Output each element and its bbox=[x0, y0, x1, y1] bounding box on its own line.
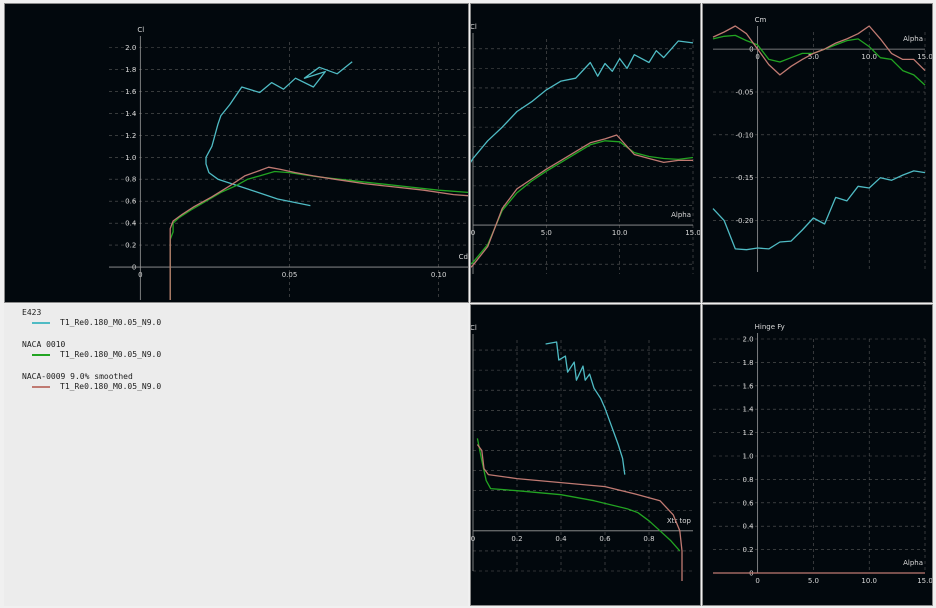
x-tick-label: 10.0 bbox=[861, 53, 877, 61]
y-tick-label: -0.15 bbox=[736, 174, 754, 182]
series-line-0 bbox=[471, 40, 694, 163]
series-line-0 bbox=[712, 170, 926, 251]
y-tick-label: 0 bbox=[132, 264, 136, 272]
y-tick-label: 1.0 bbox=[125, 154, 136, 162]
y-tick-label: 0.4 bbox=[742, 523, 754, 531]
x-tick-label: 0.6 bbox=[599, 535, 611, 543]
y-tick-label: 1.6 bbox=[742, 382, 754, 390]
y-tick-label: 2.0 bbox=[125, 44, 136, 52]
series-line-2 bbox=[169, 166, 468, 300]
y-tick-label: 0 bbox=[749, 46, 753, 54]
x-axis-label: Cd bbox=[459, 253, 468, 261]
x-axis-label: Xtr top bbox=[667, 517, 692, 525]
hinge-alpha-panel[interactable]: 0 0.2 0.4 0.6 0.8 1.0 1.2 1.4 1.6 1.8 2.0 0 5.0 10.0 1… bbox=[702, 304, 933, 606]
y-axis-label: Cm bbox=[755, 16, 767, 24]
x-tick-label: 5.0 bbox=[808, 53, 819, 61]
y-tick-label: 2.0 bbox=[742, 336, 753, 344]
legend-foil-name: NACA 0010 bbox=[22, 340, 66, 349]
x-tick-label: 0.8 bbox=[643, 535, 654, 543]
x-tick-label: 0.4 bbox=[555, 535, 567, 543]
y-tick-label: 0.6 bbox=[742, 499, 754, 507]
legend-line-swatch bbox=[32, 354, 50, 356]
x-axis-label: Alpha bbox=[671, 211, 691, 219]
y-tick-label: 1.4 bbox=[742, 406, 754, 414]
legend-line-swatch bbox=[32, 322, 50, 324]
series-line-1 bbox=[476, 438, 681, 552]
y-tick-label: 1.2 bbox=[742, 429, 753, 437]
y-tick-label: -0.10 bbox=[736, 131, 754, 139]
cl-xtrtop-panel[interactable]: -0.4-0.200.20.40.60.81.01.21.41.61.800.2… bbox=[470, 304, 701, 606]
cl-xtrtop-chart: -0.4-0.200.20.40.60.81.01.21.41.61.800.2… bbox=[471, 324, 693, 581]
legend-foil-name: NACA-0009 9.0% smoothed bbox=[22, 372, 133, 381]
y-tick-label: 1.4 bbox=[125, 110, 137, 118]
x-tick-label: 10.0 bbox=[612, 229, 628, 237]
y-tick-label: 0.8 bbox=[742, 476, 753, 484]
hinge-alpha-chart: 00.20.40.60.81.01.21.41.61.82.00 5.0 10.0 1… bbox=[713, 323, 932, 585]
y-tick-label: 0.2 bbox=[742, 546, 753, 554]
series-line-2 bbox=[712, 25, 926, 76]
y-axis-label: Hinge Fy bbox=[755, 323, 785, 331]
y-tick-label: 0.6 bbox=[125, 198, 137, 206]
y-axis-label: Cl bbox=[137, 26, 144, 34]
legend-entry[interactable]: NACA 0010 T1_Re0.180_M0.05_N9.0 bbox=[22, 340, 161, 359]
x-tick-label: 5.0 bbox=[541, 229, 552, 237]
legend-line-swatch bbox=[32, 386, 50, 388]
y-tick-label: -0.20 bbox=[736, 217, 754, 225]
x-tick-label: 10.0 bbox=[861, 577, 877, 585]
legend-polar-name: T1_Re0.180_M0.05_N9.0 bbox=[60, 382, 162, 391]
series-line-0 bbox=[205, 61, 353, 207]
x-tick-label: 15.0 bbox=[685, 229, 700, 237]
legend-entry[interactable]: NACA-0009 9.0% smoothed T1_Re0.180_M0.05… bbox=[22, 372, 161, 391]
y-axis-label: Cl bbox=[471, 324, 477, 332]
y-tick-label: 0.2 bbox=[125, 242, 136, 250]
y-tick-label: 1.2 bbox=[125, 132, 136, 140]
x-tick-label: 15.0 bbox=[917, 577, 932, 585]
y-tick-label: 0.4 bbox=[125, 220, 137, 228]
cl-cd-chart: 00.20.40.60.81.01.21.41.61.82.000.050.10… bbox=[109, 26, 468, 300]
x-tick-label: 15.0 bbox=[917, 53, 932, 61]
polar-legend: E423 T1_Re0.180_M0.05_N9.0 NACA 0010 T1_… bbox=[4, 304, 468, 606]
y-tick-label: -0.05 bbox=[736, 89, 754, 97]
y-tick-label: 1.0 bbox=[742, 453, 753, 461]
x-tick-label: 0.05 bbox=[282, 271, 298, 279]
legend-polar-name: T1_Re0.180_M0.05_N9.0 bbox=[60, 318, 162, 327]
legend-foil-name: E423 bbox=[22, 308, 42, 317]
cl-alpha-chart: -0.4-0.200.20.40.60.81.01.21.41.61.805.0… bbox=[471, 23, 700, 274]
y-tick-label: 1.6 bbox=[125, 88, 137, 96]
series-line-2 bbox=[476, 444, 683, 581]
y-tick-label: 1.8 bbox=[742, 359, 753, 367]
cl-cd-panel[interactable]: 00.20.40.60.81.01.21.41.61.82.000.050.10… bbox=[4, 3, 469, 303]
y-tick-label: 0.8 bbox=[125, 176, 136, 184]
series-line-2 bbox=[471, 134, 693, 268]
series-line-1 bbox=[712, 34, 926, 86]
x-axis-label: Alpha bbox=[903, 35, 923, 43]
series-line-0 bbox=[545, 341, 626, 475]
y-tick-label: 1.8 bbox=[125, 66, 136, 74]
x-tick-label: 5.0 bbox=[808, 577, 819, 585]
series-line-1 bbox=[471, 140, 694, 265]
x-axis-label: Alpha bbox=[903, 559, 923, 567]
cl-alpha-panel[interactable]: -0.4-0.200.20.40.60.81.01.21.41.61.805.0… bbox=[470, 3, 701, 303]
legend-polar-name: T1_Re0.180_M0.05_N9.0 bbox=[60, 350, 162, 359]
y-axis-label: Cl bbox=[471, 23, 477, 31]
x-tick-label: 0 bbox=[755, 577, 759, 585]
legend-entry[interactable]: E423 T1_Re0.180_M0.05_N9.0 bbox=[22, 308, 161, 327]
x-tick-label: 0.2 bbox=[511, 535, 522, 543]
x-tick-label: 0.10 bbox=[431, 271, 447, 279]
